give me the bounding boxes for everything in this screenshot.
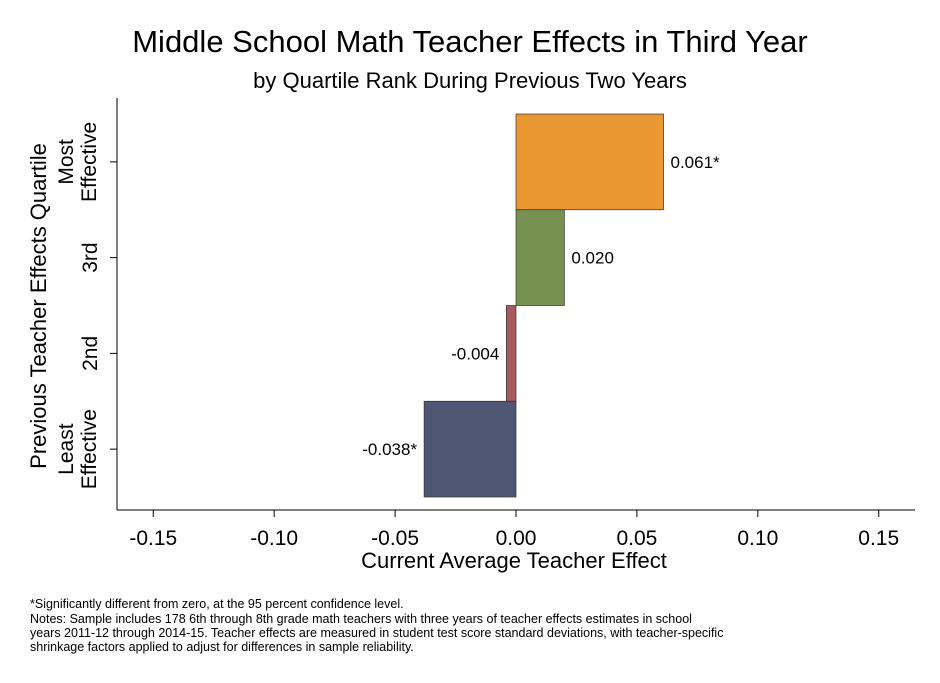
y-tick-label-3-line1: Least	[55, 423, 78, 475]
x-tick-label-0: -0.15	[129, 527, 177, 550]
y-axis-title: Previous Teacher Effects Quartile	[26, 143, 51, 469]
significance-note: *Significantly different from zero, at t…	[30, 597, 404, 611]
x-tick-label-4: 0.05	[616, 527, 657, 550]
data-label-1: 0.020	[571, 249, 614, 268]
y-tick-label-3-line2: Effective	[78, 409, 101, 489]
chart-subtitle: by Quartile Rank During Previous Two Yea…	[253, 68, 687, 93]
x-tick-label-3: 0.00	[496, 527, 537, 550]
y-tick-label-0-line1: Most	[55, 139, 78, 185]
x-axis-title: Current Average Teacher Effect	[361, 548, 667, 573]
bar-2	[505, 305, 517, 402]
sample-notes: Notes: Sample includes 178 6th through 8…	[30, 612, 724, 654]
chart-title: Middle School Math Teacher Effects in Th…	[132, 24, 808, 59]
y-tick-label-1: 3rd	[79, 242, 102, 272]
x-tick-label-5: 0.10	[737, 527, 778, 550]
bar-0	[515, 113, 664, 211]
data-label-3: -0.038*	[362, 440, 417, 459]
x-tick-label-2: -0.05	[371, 527, 419, 550]
y-tick-label-2: 2nd	[79, 336, 102, 371]
x-tick-label-6: 0.15	[858, 527, 899, 550]
x-tick-label-1: -0.10	[250, 527, 298, 550]
bar-1	[515, 209, 565, 306]
data-label-0: 0.061*	[671, 153, 721, 172]
y-tick-label-0-line2: Effective	[78, 122, 101, 202]
bar-3	[423, 400, 517, 498]
data-label-2: -0.004	[451, 344, 499, 363]
